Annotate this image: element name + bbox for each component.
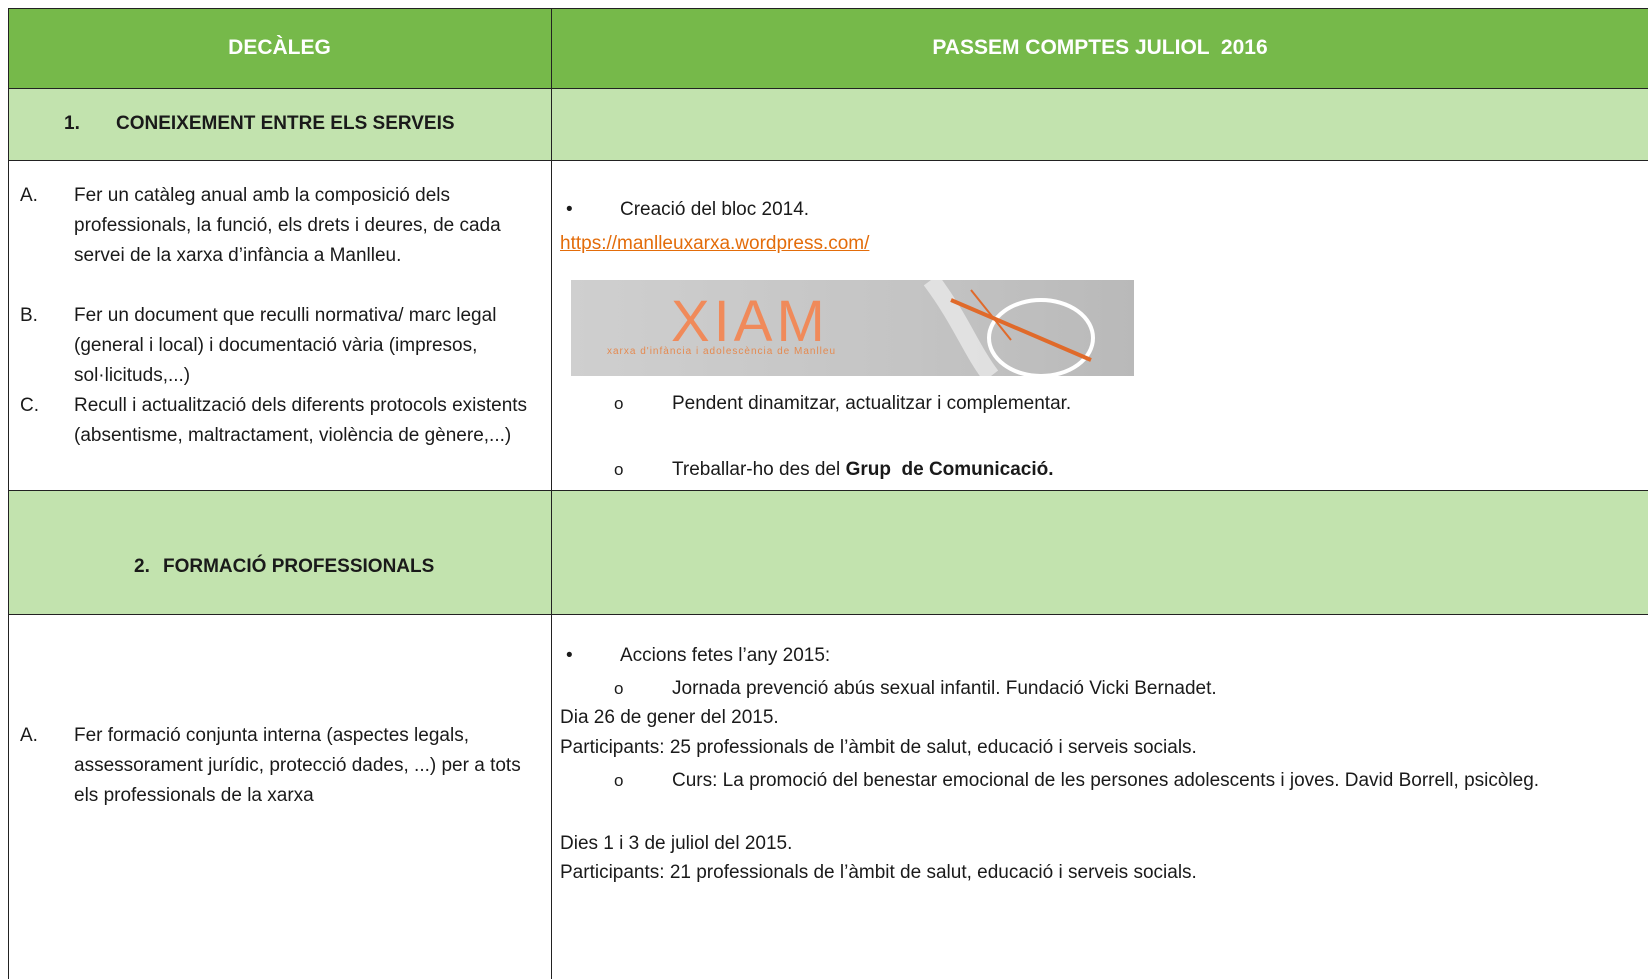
action-date: Dia 26 de gener del 2015. (560, 707, 779, 728)
border (8, 490, 1648, 491)
header-left: DECÀLEG (228, 36, 331, 59)
item-letter: B. (20, 305, 38, 326)
subitem-plain: Treballar-ho des del (672, 459, 846, 480)
border (8, 88, 1648, 89)
logo-image: XIAM xarxa d'infància i adolescència de … (571, 280, 1134, 376)
item-letter: A. (20, 185, 38, 206)
section-title: CONEIXEMENT ENTRE ELS SERVEIS (116, 113, 455, 134)
action-title: Jornada prevenció abús sexual infantil. … (614, 674, 1217, 704)
border (8, 8, 1648, 9)
section-title: FORMACIÓ PROFESSIONALS (163, 556, 435, 577)
border (8, 160, 1648, 161)
item-letter: A. (20, 725, 38, 746)
blog-link[interactable]: https://manlleuxarxa.wordpress.com/ (560, 233, 870, 254)
border (8, 614, 1648, 615)
item-text: Fer formació conjunta interna (aspectes … (74, 725, 521, 806)
logo-title: XIAM (671, 289, 829, 354)
subitem-bold: Grup de Comunicació. (845, 459, 1054, 480)
action-participants: Participants: 21 professionals de l’àmbi… (560, 862, 1197, 883)
section-band (8, 490, 1648, 614)
bullet-text: Creació del bloc 2014. (566, 195, 809, 225)
border (551, 8, 552, 979)
bullet-text: Accions fetes l’any 2015: (566, 641, 830, 671)
section-number: 1. (64, 113, 80, 134)
logo-caption: xarxa d'infància i adolescència de Manll… (607, 346, 837, 357)
border (8, 8, 9, 979)
logo-graphic (923, 280, 1095, 376)
subitem-text: Treballar-ho des del Grup de Comunicació… (614, 455, 1054, 485)
action-title: Curs: La promoció del benestar emocional… (614, 766, 1552, 796)
item-text: Fer un document que reculli normativa/ m… (74, 305, 497, 386)
item-letter: C. (20, 395, 39, 416)
action-participants: Participants: 25 professionals de l’àmbi… (560, 737, 1197, 758)
section-band (8, 88, 1648, 160)
item-text: Recull i actualització dels diferents pr… (74, 395, 528, 446)
item-text: Fer un catàleg anual amb la composició d… (74, 185, 501, 266)
header-right: PASSEM COMPTES JULIOL 2016 (932, 36, 1268, 59)
header-band (8, 8, 1648, 88)
subitem-text: Pendent dinamitzar, actualitzar i comple… (614, 389, 1071, 419)
section-number: 2. (134, 556, 150, 577)
action-date: Dies 1 i 3 de juliol del 2015. (560, 833, 793, 854)
